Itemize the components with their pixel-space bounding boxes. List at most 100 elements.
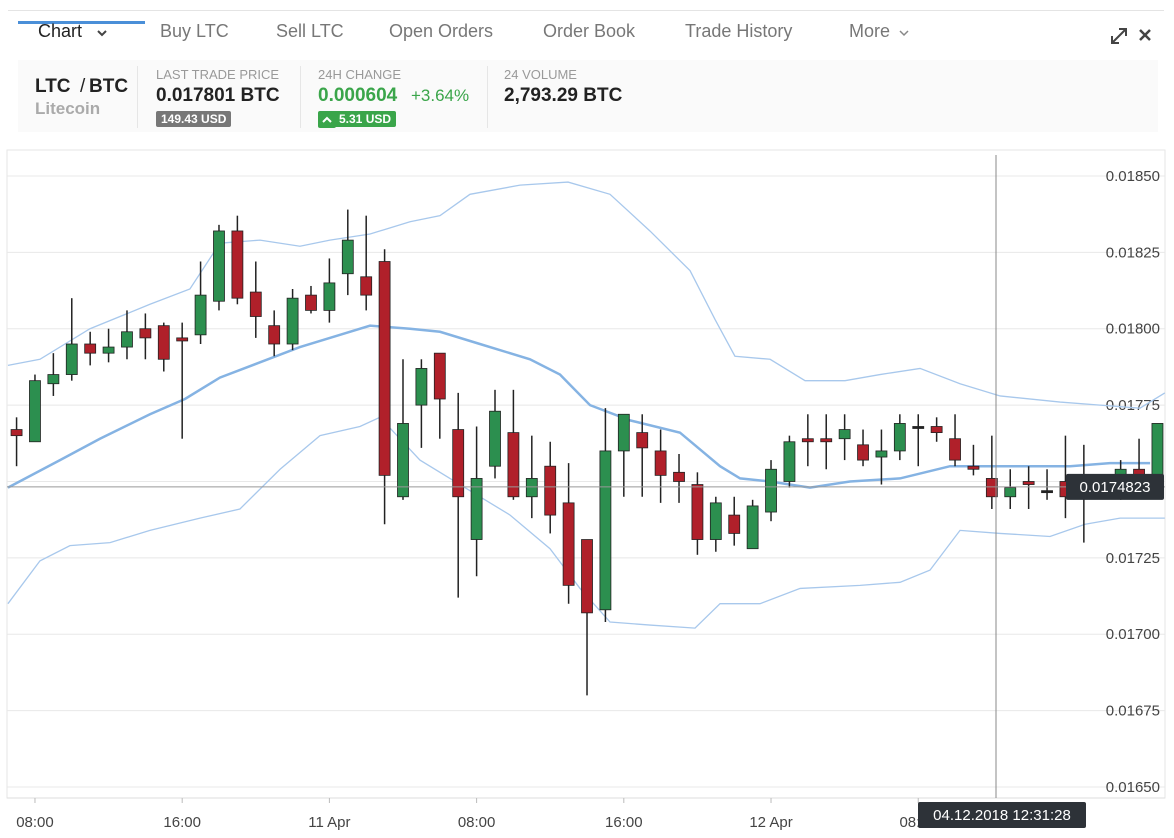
crosshair-label-bg xyxy=(918,802,1086,828)
band-line xyxy=(7,324,1151,489)
candle-body xyxy=(746,505,759,550)
tab[interactable]: Open Orders xyxy=(389,21,494,41)
candle-body xyxy=(544,465,557,516)
candle-body xyxy=(636,432,649,449)
candle-body xyxy=(194,294,207,336)
candle-body xyxy=(139,328,152,339)
y-tick-label: 0.01650 xyxy=(1106,779,1160,796)
candle-body xyxy=(268,325,281,345)
candle-body xyxy=(286,297,299,345)
x-tick-label: 11 Apr xyxy=(308,814,350,831)
tab[interactable]: Chart xyxy=(38,21,83,41)
change: 0.000604 xyxy=(318,85,398,106)
tab[interactable]: Trade History xyxy=(685,21,793,41)
candle-body xyxy=(341,239,354,275)
x-tick-label: 16:00 xyxy=(605,814,643,831)
candle-body xyxy=(84,343,97,354)
candle-body xyxy=(470,478,483,540)
candle-body xyxy=(617,413,630,452)
candle-body xyxy=(102,346,115,354)
candle-body xyxy=(10,429,23,437)
candle-body xyxy=(691,484,704,540)
candle-body xyxy=(967,465,980,470)
up-badge-bg xyxy=(318,111,336,128)
tab[interactable]: More xyxy=(849,21,891,41)
y-tick-label: 0.01850 xyxy=(1106,168,1160,185)
candle-body xyxy=(949,438,961,461)
coin-name: Litecoin xyxy=(35,99,101,118)
candle-body xyxy=(525,478,538,498)
ticker-bar: LTC / BTC Litecoin LAST TRADE PRICE 0.01… xyxy=(18,60,1158,132)
y-tick-label: 0.01775 xyxy=(1106,397,1160,414)
separator xyxy=(137,66,138,128)
candle-body xyxy=(599,450,612,611)
chevron xyxy=(899,30,909,37)
candle-body xyxy=(360,276,373,296)
candle-body xyxy=(305,294,317,311)
candle-body xyxy=(820,438,833,443)
candle-body xyxy=(157,325,170,360)
candle-body xyxy=(728,514,741,534)
candle-body xyxy=(1151,423,1164,476)
price-label-bg xyxy=(1066,473,1164,500)
pair-quote: BTC xyxy=(89,76,129,97)
change-usd-badge: 5.31 USD xyxy=(334,111,397,127)
label: 24 VOLUME xyxy=(504,67,577,82)
candle-body xyxy=(176,337,189,342)
x-tick-label: 08:00 xyxy=(458,814,496,831)
candle-body xyxy=(452,429,465,498)
y-tick-label: 0.01675 xyxy=(1106,703,1160,720)
candle-body xyxy=(581,539,593,614)
candle-body xyxy=(893,423,906,452)
label: LAST TRADE PRICE xyxy=(156,67,280,82)
tab[interactable]: Buy LTC xyxy=(160,21,229,41)
y-tick-label: 0.01725 xyxy=(1106,550,1160,567)
candle-body xyxy=(930,426,943,434)
candle-body xyxy=(857,444,869,461)
candle-body xyxy=(801,438,814,443)
x-tick-label: 16:00 xyxy=(163,814,201,831)
candle-body xyxy=(65,343,78,375)
candle-body xyxy=(1041,490,1053,494)
candle-body xyxy=(489,410,501,467)
candle-body xyxy=(397,423,409,498)
candle-body xyxy=(709,502,722,540)
usd-badge: 149.43 USD xyxy=(156,111,232,127)
candle-body xyxy=(433,352,446,400)
label: 24H CHANGE xyxy=(318,67,402,82)
y-tick-label: 0.01800 xyxy=(1106,321,1160,338)
candle-body xyxy=(562,502,575,586)
candle-body xyxy=(1022,481,1035,485)
candle-body xyxy=(323,282,336,311)
candle-body xyxy=(213,230,225,302)
candle-body xyxy=(765,468,777,513)
candle-body xyxy=(378,261,391,476)
candle-body xyxy=(121,331,133,348)
tab[interactable]: Sell LTC xyxy=(276,21,344,41)
separator xyxy=(487,66,488,128)
volume: 2,793.29 BTC xyxy=(504,85,623,106)
x-tick-label: 12 Apr xyxy=(749,814,792,831)
candle-body xyxy=(231,230,244,299)
candle-body xyxy=(415,368,428,406)
candle-body xyxy=(783,441,796,482)
separator xyxy=(300,66,301,128)
candle-body xyxy=(912,426,925,429)
last-price: 0.017801 BTC xyxy=(156,85,280,106)
tab[interactable]: Order Book xyxy=(543,21,636,41)
candle-body xyxy=(1004,487,1017,498)
candle-body xyxy=(673,471,685,482)
chevron xyxy=(97,30,107,37)
tab-bar: Chart Buy LTC Sell LTC Open Orders Order… xyxy=(8,10,1164,57)
window-controls[interactable] xyxy=(1108,23,1158,47)
candle-body xyxy=(47,374,60,385)
x-tick-label: 08:00 xyxy=(16,814,54,831)
price-label: 0.0174823 xyxy=(1080,479,1151,496)
candle-body xyxy=(875,450,888,458)
band-line xyxy=(7,416,1165,629)
active-tab-indicator xyxy=(18,21,145,24)
candle-body xyxy=(654,450,667,476)
candle-body xyxy=(29,380,41,443)
